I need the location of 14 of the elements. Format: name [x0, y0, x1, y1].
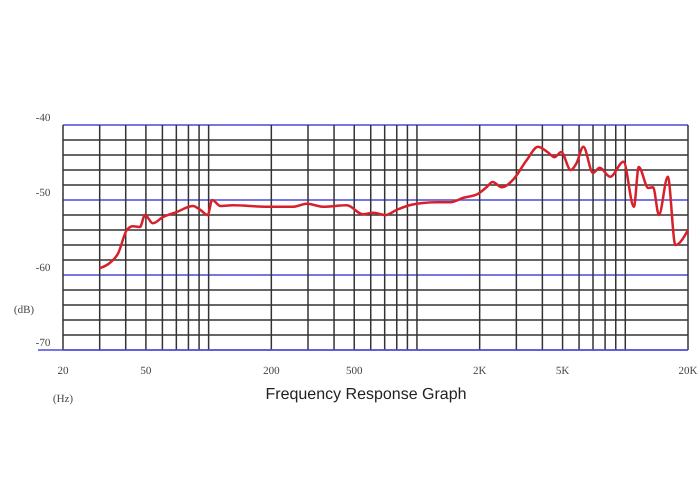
y-tick-label: -60: [36, 262, 51, 274]
x-tick-label: 2K: [472, 365, 486, 377]
y-axis-title: (dB): [14, 304, 34, 316]
x-tick-label: 50: [140, 365, 152, 377]
x-axis-title: (Hz): [52, 393, 74, 405]
y-tick-label: -40: [36, 112, 51, 124]
text: Frequency Response Graph: [266, 386, 466, 403]
y-tick-label: -70: [36, 337, 51, 349]
x-tick-label: 200: [263, 365, 280, 377]
x-tick-label: 5K: [556, 365, 570, 377]
x-tick-label: 20K: [678, 365, 698, 377]
y-tick-label: -50: [36, 187, 51, 199]
x-tick-label: 500: [346, 365, 363, 377]
x-tick-label: 20: [58, 365, 69, 377]
